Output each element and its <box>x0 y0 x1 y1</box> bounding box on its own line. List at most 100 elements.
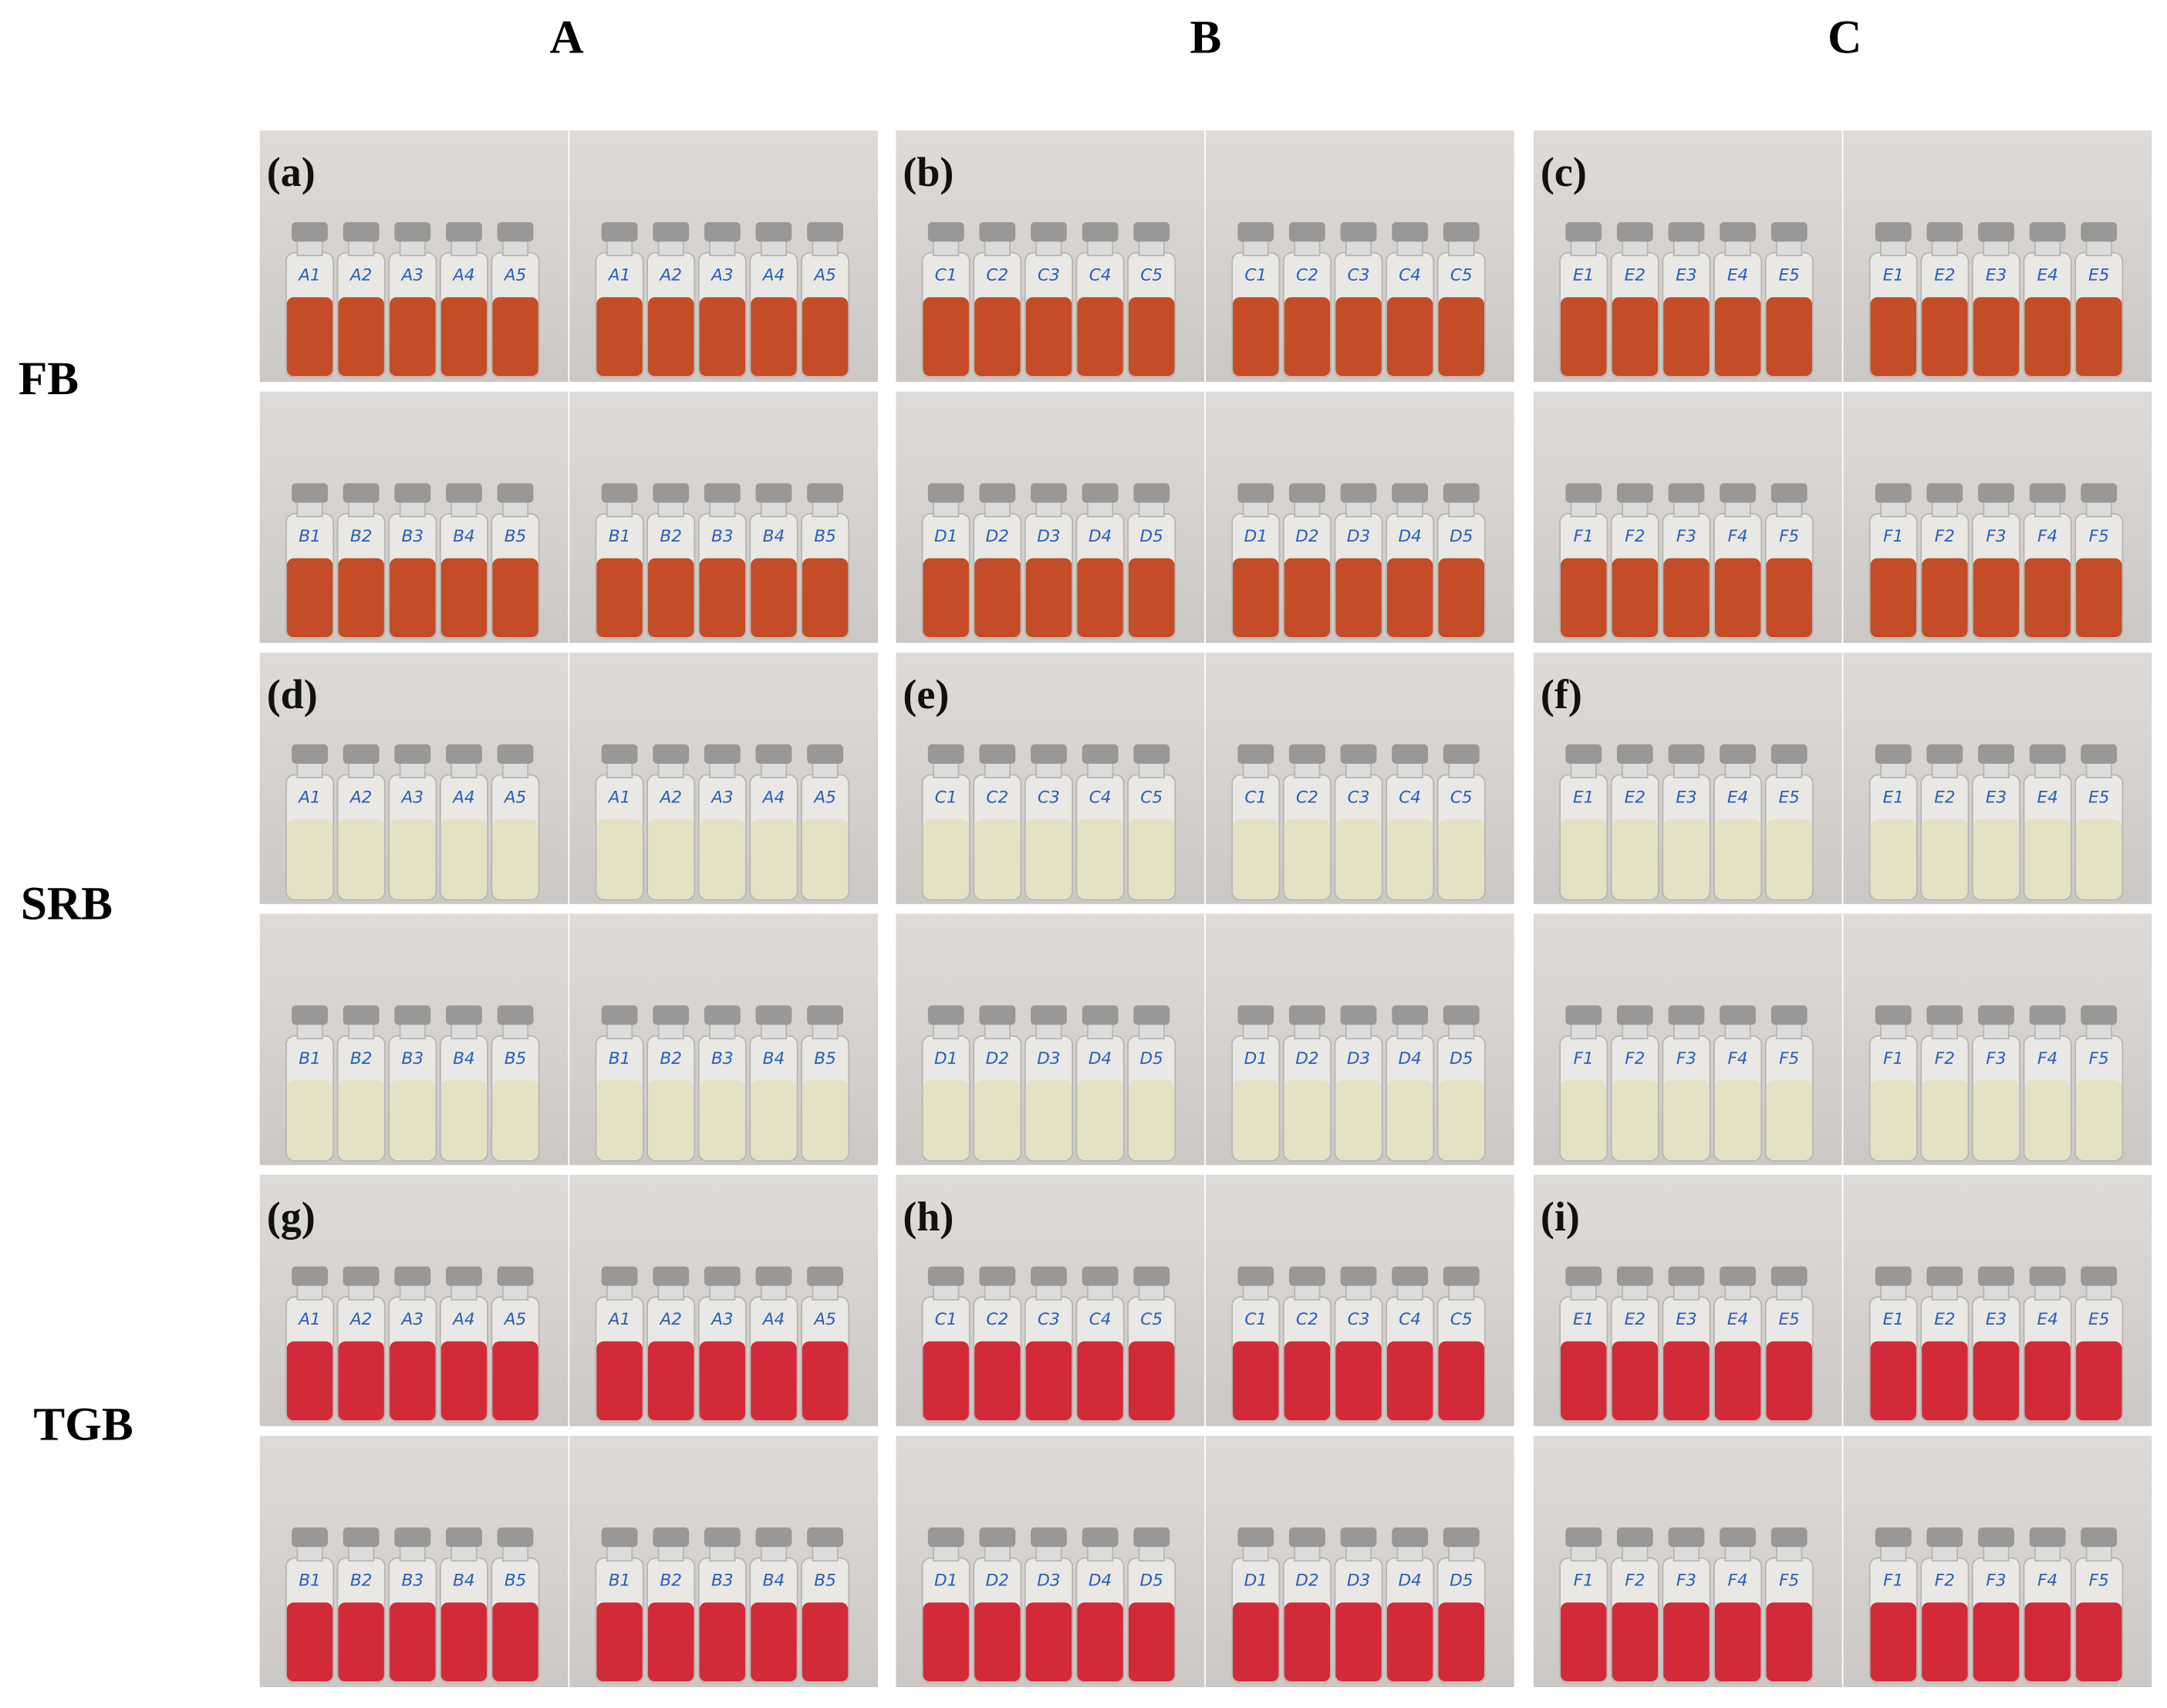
vial-label: E4 <box>2037 1310 2057 1329</box>
vial-label: C1 <box>935 1310 957 1329</box>
vial-liquid <box>751 819 797 899</box>
vial-cap <box>1926 1266 1963 1286</box>
vial-liquid <box>647 1602 694 1682</box>
vial-liquid <box>751 297 797 376</box>
vial-cap <box>343 744 380 764</box>
vial-label: B1 <box>609 527 631 546</box>
vial-liquid <box>1386 558 1433 638</box>
vial-liquid <box>751 558 797 638</box>
vial-label: C4 <box>1089 788 1112 807</box>
vial-liquid <box>1284 558 1331 638</box>
vial-liquid <box>802 1602 849 1682</box>
vial-liquid <box>2076 819 2122 899</box>
vial-label: F5 <box>1779 527 1799 546</box>
vial-cap <box>446 1005 482 1025</box>
vial-liquid <box>1973 819 2020 899</box>
vial-liquid <box>923 819 969 899</box>
vial-label: E3 <box>1986 788 2007 807</box>
vial-liquid <box>1025 558 1072 638</box>
vial-cap <box>2029 222 2066 242</box>
vial-cap <box>755 1005 792 1025</box>
vial-cap <box>1392 1527 1429 1548</box>
vial-cap <box>1133 1266 1170 1286</box>
vial-cap <box>1082 222 1119 242</box>
vial-cap <box>1565 222 1602 242</box>
vial-liquid <box>1284 1341 1331 1421</box>
vial-label: B2 <box>660 1571 682 1591</box>
vial-label: A4 <box>451 1310 475 1329</box>
vial-liquid <box>1766 558 1812 638</box>
vial-label: F5 <box>1779 1049 1799 1068</box>
vial-liquid <box>1870 1341 1916 1421</box>
vial-label: D4 <box>1398 1571 1421 1591</box>
vial-cap <box>1926 1005 1963 1025</box>
vial-cap <box>927 1266 964 1286</box>
vial-cap <box>1668 744 1705 764</box>
vial-liquid <box>1129 558 1175 638</box>
vial-liquid <box>2024 1602 2071 1682</box>
vial-label: E5 <box>1779 266 1800 285</box>
vial-liquid <box>1714 1341 1761 1421</box>
vial-cap <box>704 222 741 242</box>
vial-cap <box>1237 1005 1274 1025</box>
vial-liquid <box>974 819 1021 899</box>
vial-liquid <box>338 1080 384 1159</box>
vial-cap <box>927 744 964 764</box>
vial-liquid <box>1233 1080 1279 1159</box>
vial-cap <box>601 744 638 764</box>
vial-cap <box>1926 222 1963 242</box>
vial-label: E1 <box>1883 266 1904 285</box>
vial-cap <box>755 744 792 764</box>
vial-cap <box>1031 483 1067 503</box>
vial-cap <box>653 222 690 242</box>
vial-cap <box>343 222 380 242</box>
vial-label: F3 <box>1676 1571 1696 1591</box>
vial-cap <box>653 483 690 503</box>
vial-label: E4 <box>1727 1310 1748 1329</box>
vial-liquid <box>974 1341 1021 1421</box>
vial-label: D1 <box>934 1571 957 1591</box>
vial-cap <box>1082 1005 1119 1025</box>
vial-label: C2 <box>1296 266 1318 285</box>
vial-label: B3 <box>711 1049 734 1068</box>
vial-cap <box>601 1527 638 1548</box>
panel-label: (f) <box>1541 671 1582 717</box>
vial-label: F2 <box>1625 1049 1645 1068</box>
vial-cap <box>292 483 328 503</box>
vial-liquid <box>1561 558 1607 638</box>
vial-cap <box>927 222 964 242</box>
vial-cap <box>2029 744 2066 764</box>
vial-label: F4 <box>2037 1571 2057 1591</box>
vial-cap <box>2081 744 2118 764</box>
vial-cap <box>1875 744 1912 764</box>
vial-cap <box>601 222 638 242</box>
vial-liquid <box>1386 297 1433 376</box>
vial-label: D5 <box>1450 1049 1473 1068</box>
vial-label: E4 <box>2037 788 2057 807</box>
vial-liquid <box>1612 819 1659 899</box>
vial-label: C4 <box>1399 1310 1421 1329</box>
vial-liquid <box>1233 297 1279 376</box>
vial-liquid <box>1870 1080 1916 1159</box>
vial-cap <box>1770 483 1808 503</box>
vial-cap <box>1443 1005 1480 1025</box>
vial-label: D1 <box>934 1049 957 1068</box>
vial-label: D5 <box>1450 1571 1473 1591</box>
vial-cap <box>1770 1527 1808 1548</box>
vial-liquid <box>699 297 746 376</box>
vial-label: F4 <box>2037 1049 2057 1068</box>
vial-label: E4 <box>1727 266 1748 285</box>
vial-liquid <box>1335 1341 1382 1421</box>
vial-liquid <box>1233 558 1279 638</box>
vial-cap <box>1720 1527 1757 1548</box>
vial-liquid <box>699 819 746 899</box>
vial-liquid <box>1025 1602 1072 1682</box>
vial-cap <box>1565 744 1602 764</box>
vial-cap <box>979 1005 1016 1025</box>
vial-cap <box>1668 1005 1705 1025</box>
vial-label: E1 <box>1883 1310 1904 1329</box>
vial-label: E3 <box>1676 1310 1696 1329</box>
vial-liquid <box>974 1080 1021 1159</box>
vial-cap <box>2081 483 2118 503</box>
